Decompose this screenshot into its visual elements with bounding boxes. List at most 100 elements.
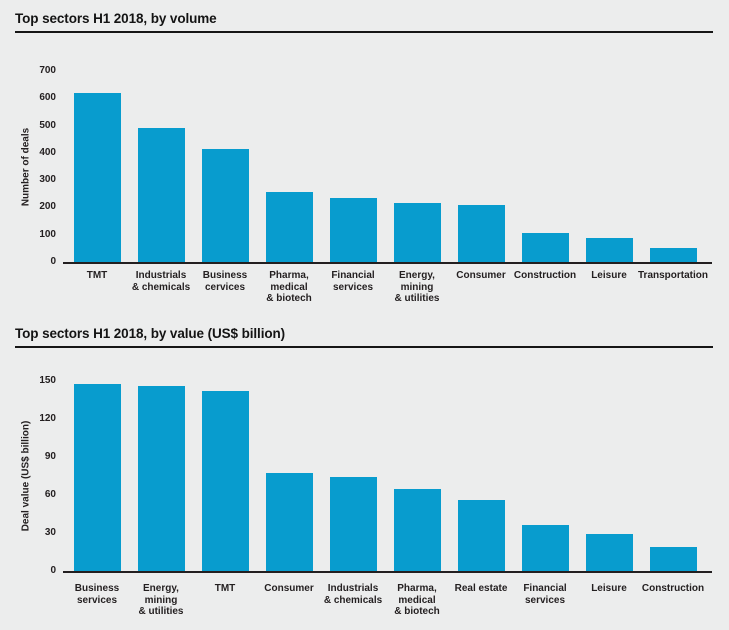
bar-slot [385, 488, 449, 571]
bar-slot [449, 500, 513, 571]
category-slot: Real estate [449, 583, 513, 618]
category-label: Financial services [331, 270, 375, 293]
y-tick-label: 0 [50, 256, 56, 267]
category-slot: Transportation [638, 270, 709, 305]
bar-slot [257, 191, 321, 262]
category-label: Leisure [591, 270, 627, 281]
bar-slot [385, 202, 449, 262]
y-axis-title: Deal value (US$ billion) [20, 420, 32, 532]
bar [201, 149, 249, 262]
bar-slot [129, 128, 193, 262]
category-slot: Financial services [321, 270, 385, 305]
category-label: Industrials & chemicals [131, 270, 191, 293]
category-label: TMT [214, 583, 236, 594]
bar [521, 233, 569, 262]
bar [649, 546, 697, 571]
category-label: Transportation [638, 270, 709, 281]
y-axis-title: Number of deals [20, 127, 32, 207]
y-tick-label: 120 [39, 413, 56, 424]
y-tick-label: 0 [50, 565, 56, 576]
bar [73, 383, 121, 571]
bar-slot [577, 534, 641, 571]
category-slot: Construction [513, 270, 577, 305]
y-tick-label: 60 [44, 489, 56, 500]
bar [137, 386, 185, 571]
category-label: Construction [641, 583, 705, 594]
bar [457, 204, 505, 262]
category-label: Energy, mining & utilities [138, 583, 184, 617]
category-slot: Pharma, medical & biotech [257, 270, 321, 305]
y-tick-label: 400 [39, 146, 56, 158]
category-slot: Consumer [449, 270, 513, 305]
bar-slot [641, 546, 705, 571]
category-label: Leisure [591, 583, 627, 594]
bar [265, 191, 313, 262]
y-tick-label: 200 [39, 201, 56, 213]
category-slot: Business services [65, 583, 129, 618]
bar-slot [257, 473, 321, 571]
chart-title: Top sectors H1 2018, by value (US$ billi… [15, 326, 286, 341]
value-chart-section: Top sectors H1 2018, by value (US$ billi… [0, 315, 729, 630]
category-label: Construction [513, 270, 577, 281]
category-slot: Industrials & chemicals [129, 270, 193, 305]
category-label: Real estate [454, 583, 508, 594]
bar [649, 248, 697, 262]
category-slot: TMT [193, 583, 257, 618]
bar [457, 500, 505, 571]
plot-area [63, 381, 712, 573]
bar [329, 477, 377, 571]
bar-slot [641, 248, 705, 262]
category-slot: Pharma, medical & biotech [385, 583, 449, 618]
y-tick-label: 500 [39, 119, 56, 131]
title-rule [15, 31, 713, 33]
bar-slot [513, 233, 577, 262]
category-label: Consumer [264, 583, 314, 594]
bar-slot [449, 204, 513, 262]
category-slot: Financial services [513, 583, 577, 618]
bar [585, 238, 633, 262]
title-rule [15, 346, 713, 348]
bar [393, 202, 441, 262]
y-tick-label: 300 [39, 174, 56, 186]
category-slot: TMT [65, 270, 129, 305]
category-slot: Energy, mining & utilities [129, 583, 193, 618]
bar-slot [193, 149, 257, 262]
category-slot: Leisure [577, 270, 641, 305]
volume-chart-section: Top sectors H1 2018, by volume Number of… [15, 11, 729, 305]
bars [63, 381, 712, 571]
bar-slot [321, 477, 385, 571]
category-label: Business services [74, 583, 120, 606]
bar [137, 128, 185, 262]
y-tick-label: 150 [39, 375, 56, 386]
bar-slot [321, 198, 385, 262]
category-labels: Business services Energy, mining & utilit… [63, 583, 729, 618]
bar [521, 525, 569, 571]
category-label: Industrials & chemicals [323, 583, 383, 606]
category-slot: Business cervices [193, 270, 257, 305]
bar [201, 391, 249, 571]
bar-slot [513, 525, 577, 571]
category-label: TMT [86, 270, 108, 281]
bar-slot [129, 386, 193, 571]
plot-area [63, 71, 712, 264]
y-tick-label: 600 [39, 92, 56, 104]
bar-slot [193, 391, 257, 571]
category-slot: Leisure [577, 583, 641, 618]
category-slot: Consumer [257, 583, 321, 618]
y-tick-label: 700 [39, 65, 56, 76]
y-tick-label: 100 [39, 228, 56, 240]
category-slot: Construction [641, 583, 705, 618]
bar-slot [65, 92, 129, 262]
y-tick-label: 30 [44, 527, 56, 538]
chart-title: Top sectors H1 2018, by volume [15, 11, 217, 26]
category-slot: Energy, mining & utilities [385, 270, 449, 305]
bar [73, 92, 121, 262]
bar-slot [65, 383, 129, 571]
category-label: Pharma, medical & biotech [266, 270, 312, 304]
category-label: Consumer [456, 270, 506, 281]
category-slot: Industrials & chemicals [321, 583, 385, 618]
category-label: Pharma, medical & biotech [394, 583, 440, 617]
category-label: Business cervices [202, 270, 248, 293]
bar [329, 198, 377, 262]
category-labels: TMT Industrials & chemicals Business cervi… [63, 270, 729, 305]
